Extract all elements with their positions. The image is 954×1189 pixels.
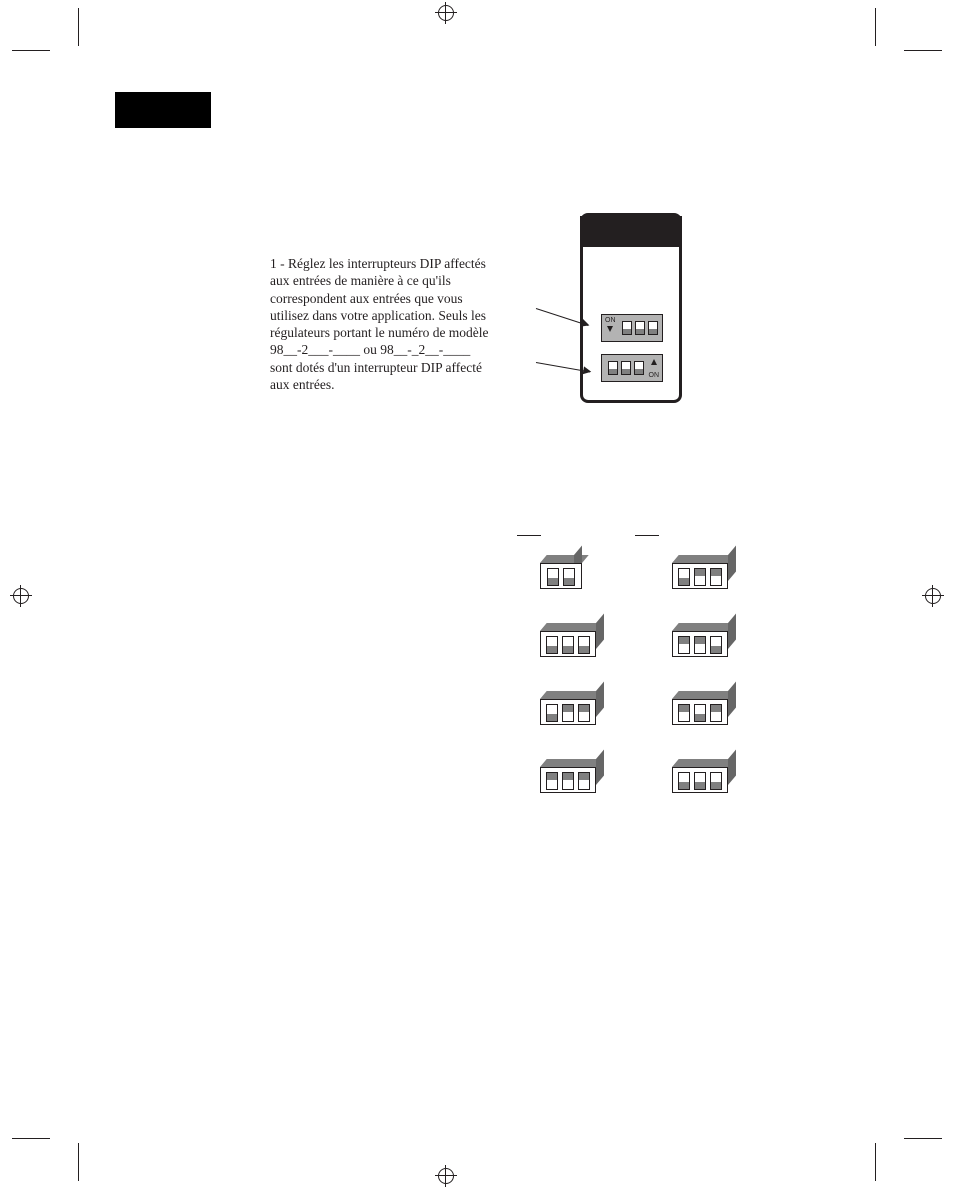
dip-switch bbox=[546, 704, 558, 722]
dip-switch bbox=[562, 704, 574, 722]
dip-chip-top bbox=[580, 213, 682, 247]
dip-switch bbox=[622, 321, 632, 335]
dip-chip-illustration: ON ON bbox=[580, 216, 682, 403]
dip-option bbox=[672, 691, 736, 725]
column-divider bbox=[517, 535, 541, 536]
dip-switch bbox=[578, 636, 590, 654]
dip-option bbox=[672, 623, 736, 657]
crop-mark bbox=[78, 1143, 79, 1181]
dip-switch bbox=[678, 636, 690, 654]
dip-block-1-on-label: ON bbox=[605, 317, 616, 324]
dip-switch bbox=[562, 636, 574, 654]
arrow-up-icon bbox=[651, 359, 657, 365]
crop-mark bbox=[78, 8, 79, 46]
dip-switch bbox=[546, 772, 558, 790]
dip-switch bbox=[694, 568, 706, 586]
dip-switch bbox=[648, 321, 658, 335]
registration-mark bbox=[922, 585, 944, 607]
dip-switch bbox=[634, 361, 644, 375]
dip-option bbox=[672, 555, 736, 589]
dip-switch bbox=[578, 704, 590, 722]
instruction-note-text: 1 - Réglez les interrupteurs DIP affecté… bbox=[270, 256, 489, 392]
dip-switch bbox=[678, 772, 690, 790]
dip-switch bbox=[678, 568, 690, 586]
dip-block-2-on-label: ON bbox=[649, 372, 660, 379]
section-black-bar bbox=[115, 92, 211, 128]
arrow-down-icon bbox=[607, 326, 613, 332]
registration-mark bbox=[435, 2, 457, 24]
dip-switch bbox=[710, 636, 722, 654]
dip-block-1: ON bbox=[601, 314, 663, 342]
dip-options-grid bbox=[540, 555, 792, 793]
dip-switch bbox=[578, 772, 590, 790]
crop-mark bbox=[875, 8, 876, 46]
crop-mark bbox=[12, 50, 50, 51]
crop-mark bbox=[904, 50, 942, 51]
dip-switch bbox=[694, 704, 706, 722]
dip-option bbox=[540, 555, 604, 589]
dip-option bbox=[672, 759, 736, 793]
dip-chip-body: ON ON bbox=[580, 216, 682, 403]
dip-switch bbox=[710, 772, 722, 790]
dip-switch bbox=[678, 704, 690, 722]
dip-block-1-switches bbox=[622, 321, 658, 335]
registration-mark bbox=[435, 1165, 457, 1187]
dip-switch bbox=[710, 568, 722, 586]
instruction-note: 1 - Réglez les interrupteurs DIP affecté… bbox=[270, 255, 490, 393]
dip-switch bbox=[635, 321, 645, 335]
crop-mark bbox=[875, 1143, 876, 1181]
dip-switch bbox=[694, 772, 706, 790]
dip-option bbox=[540, 623, 604, 657]
dip-block-2: ON bbox=[601, 354, 663, 382]
crop-mark bbox=[12, 1138, 50, 1139]
dip-switch bbox=[710, 704, 722, 722]
column-divider bbox=[635, 535, 659, 536]
registration-mark bbox=[10, 585, 32, 607]
dip-switch bbox=[546, 636, 558, 654]
crop-mark bbox=[904, 1138, 942, 1139]
dip-switch bbox=[621, 361, 631, 375]
dip-option bbox=[540, 759, 604, 793]
dip-block-2-switches bbox=[608, 361, 644, 375]
dip-switch bbox=[563, 568, 575, 586]
dip-switch bbox=[694, 636, 706, 654]
dip-switch bbox=[562, 772, 574, 790]
dip-option bbox=[540, 691, 604, 725]
dip-switch bbox=[608, 361, 618, 375]
dip-switch bbox=[547, 568, 559, 586]
